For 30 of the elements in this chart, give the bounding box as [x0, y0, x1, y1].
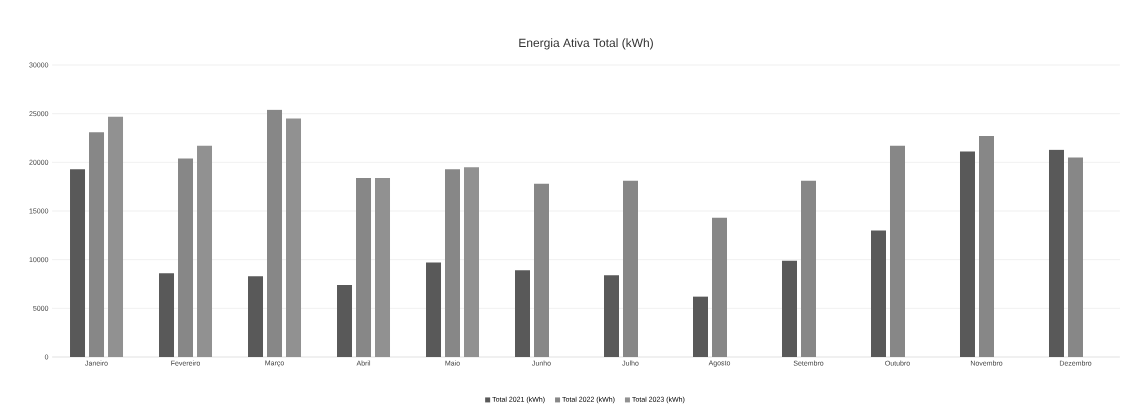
bar	[960, 151, 975, 357]
bar	[197, 145, 213, 357]
bar	[534, 183, 550, 357]
chart-title: Energia Ativa Total (kWh)	[519, 38, 653, 50]
bar	[426, 262, 442, 357]
bar	[108, 116, 124, 357]
bar	[515, 270, 531, 357]
bar	[445, 169, 461, 357]
bar	[356, 177, 372, 357]
bar	[337, 284, 353, 357]
bar	[248, 276, 264, 357]
bar	[604, 275, 619, 357]
bar	[712, 217, 727, 357]
bar	[890, 145, 905, 357]
bar	[159, 273, 175, 357]
bar	[623, 180, 638, 357]
bar	[693, 296, 708, 357]
bar	[70, 169, 86, 357]
bar	[464, 167, 480, 357]
bar	[801, 180, 816, 357]
bar	[267, 109, 283, 357]
bar	[178, 158, 194, 357]
bar	[1048, 149, 1064, 357]
bar	[871, 230, 886, 357]
bar	[782, 260, 797, 357]
bar	[979, 136, 994, 357]
bar	[1067, 157, 1083, 357]
bar	[375, 177, 391, 357]
bar	[89, 132, 105, 357]
bar	[286, 118, 302, 357]
